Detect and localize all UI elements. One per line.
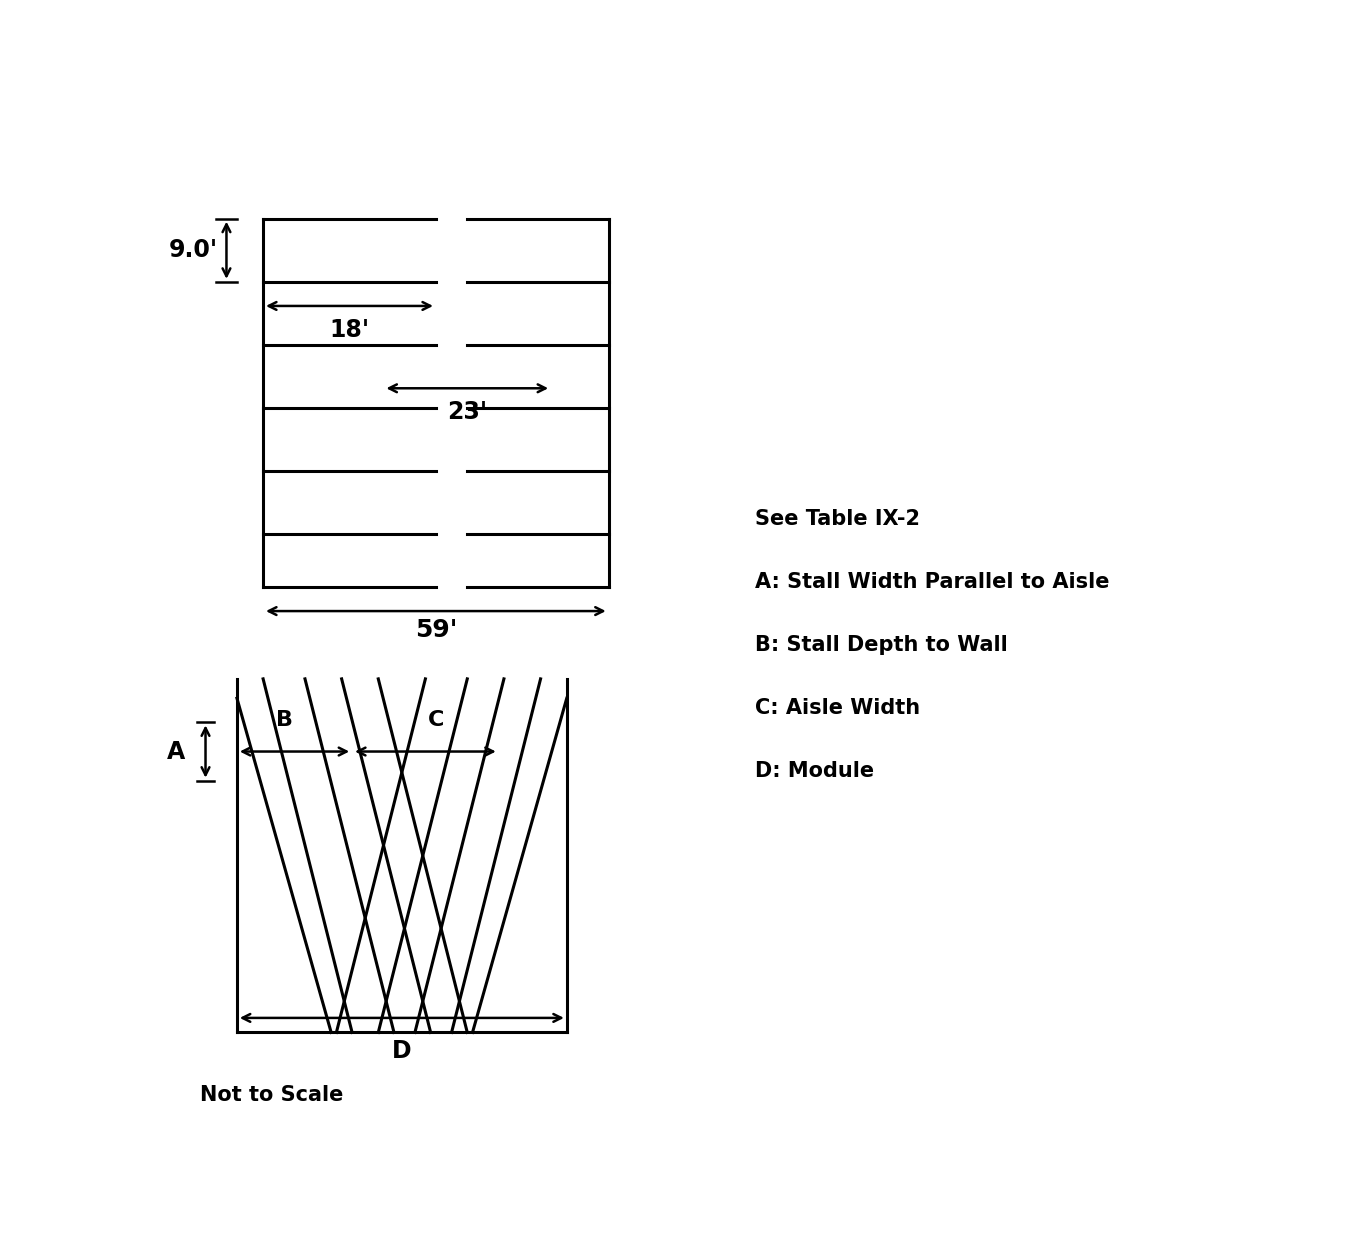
Text: Not to Scale: Not to Scale — [200, 1086, 343, 1105]
Text: D: Module: D: Module — [755, 761, 874, 781]
Text: D: D — [392, 1039, 412, 1063]
Text: See Table IX-2: See Table IX-2 — [755, 509, 920, 530]
Text: B: B — [276, 711, 293, 730]
Text: A: Stall Width Parallel to Aisle: A: Stall Width Parallel to Aisle — [755, 572, 1109, 593]
Text: B: Stall Depth to Wall: B: Stall Depth to Wall — [755, 635, 1008, 655]
Text: 18': 18' — [330, 318, 370, 342]
Text: 9.0': 9.0' — [169, 238, 218, 262]
Text: C: C — [428, 711, 444, 730]
Text: 23': 23' — [447, 400, 488, 424]
Text: C: Aisle Width: C: Aisle Width — [755, 698, 920, 718]
Text: A: A — [168, 740, 185, 764]
Text: 59': 59' — [415, 619, 457, 643]
